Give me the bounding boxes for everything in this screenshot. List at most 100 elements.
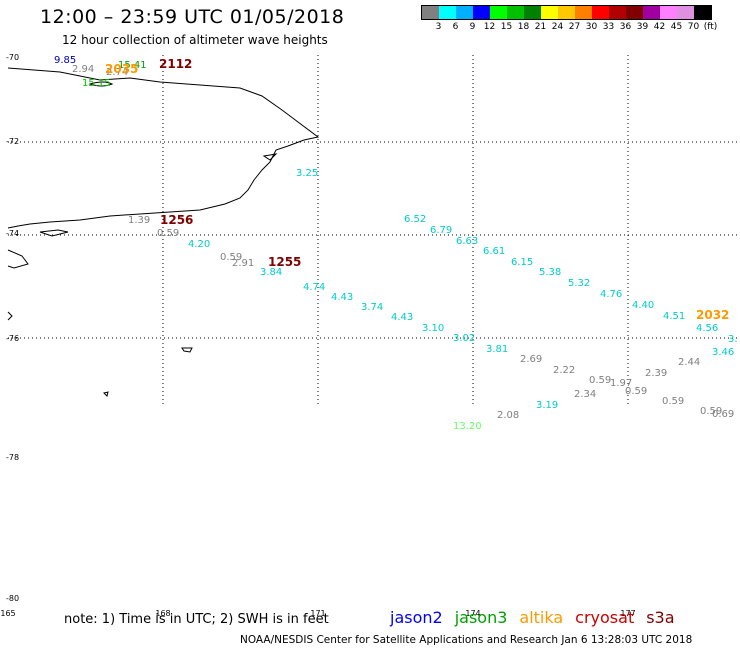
legend-swatch	[541, 6, 558, 19]
graticule	[8, 55, 740, 405]
swh-label: 0.59	[662, 396, 684, 407]
swh-label: 2.39	[645, 368, 667, 379]
swh-label: 2.74	[106, 67, 128, 78]
swh-label: 6.61	[483, 246, 505, 257]
legend-label: 6	[452, 22, 459, 32]
swh-label: 4.51	[663, 311, 685, 322]
legend-swatch	[626, 6, 643, 19]
swh-label: 4.43	[331, 292, 353, 303]
legend-label: 27	[568, 22, 581, 32]
legend-swatch	[694, 6, 711, 19]
swh-label: 2.91	[232, 258, 254, 269]
swh-label: 13.20	[453, 421, 482, 432]
time-label: 1256	[160, 213, 193, 227]
swh-label: 2.94	[72, 64, 94, 75]
swh-label: 3.84	[260, 267, 282, 278]
swh-label: 0.59	[220, 252, 242, 263]
swh-label: 3.02	[453, 333, 475, 344]
legend-swatch	[660, 6, 677, 19]
swh-label: 1.39	[128, 215, 150, 226]
swh-label: 2.69	[520, 354, 542, 365]
swh-label: 0.69	[712, 409, 734, 420]
legend-label: 70	[687, 22, 700, 32]
swh-label: 4.40	[632, 300, 654, 311]
satellite-jason3: jason3	[454, 608, 508, 627]
legend-swatch	[507, 6, 524, 19]
legend-swatch	[575, 6, 592, 19]
swh-label: 4.43	[391, 312, 413, 323]
legend-swatches	[421, 5, 712, 20]
satellite-jason2: jason2	[390, 608, 443, 627]
swh-label: 4.56	[696, 323, 718, 334]
time-label: 2032	[696, 308, 729, 322]
coastline	[7, 67, 320, 397]
swh-label: 3.81	[486, 344, 508, 355]
swh-label: 0.59	[700, 406, 722, 417]
lon-label: 171	[310, 609, 325, 618]
legend-label: 33	[602, 22, 615, 32]
lat-label: -76	[6, 334, 19, 343]
swh-label: 9.85	[54, 55, 76, 66]
legend-swatch	[677, 6, 694, 19]
legend-label: (ft)	[703, 22, 718, 32]
legend-swatch	[592, 6, 609, 19]
legend-label: 30	[585, 22, 598, 32]
page-subtitle: 12 hour collection of altimeter wave hei…	[62, 33, 328, 47]
satellite-s3a: s3a	[646, 608, 675, 627]
swh-label: 3.74	[361, 302, 383, 313]
lat-label: -70	[6, 53, 19, 62]
swh-label: 6.52	[404, 214, 426, 225]
lon-label: 165	[0, 609, 15, 618]
legend-swatch	[456, 6, 473, 19]
legend-swatch	[524, 6, 541, 19]
legend-swatch	[643, 6, 660, 19]
swh-label: 0.59	[589, 375, 611, 386]
legend-swatch	[609, 6, 626, 19]
legend-label: 42	[653, 22, 666, 32]
lat-label: -78	[6, 453, 19, 462]
swh-label: 6.79	[430, 225, 452, 236]
legend-label: 36	[619, 22, 632, 32]
page-title: 12:00 – 23:59 UTC 01/05/2018	[40, 6, 345, 28]
swh-label: 3.10	[422, 323, 444, 334]
swh-label: 3.19	[536, 400, 558, 411]
time-label: 2035	[105, 62, 138, 76]
swh-label: 4.20	[188, 239, 210, 250]
swh-label: 0.59	[625, 386, 647, 397]
swh-label: 5.38	[539, 267, 561, 278]
time-label: 1255	[268, 255, 301, 269]
swh-label: 2.44	[678, 357, 700, 368]
legend-labels: 3 6 9 12 15 18 21 24 27 30 33 36 39 42 45 70 (ft)	[421, 20, 718, 32]
swh-label: 0.59	[157, 228, 179, 239]
legend-label: 24	[551, 22, 564, 32]
latitude-labels: -70 -72 -74 -76 -78 -80	[6, 53, 19, 603]
legend-swatch	[422, 6, 439, 19]
legend-swatch	[558, 6, 575, 19]
swh-label: 2.08	[497, 410, 519, 421]
swh-label: 3.25	[296, 168, 318, 179]
lat-label: -72	[6, 137, 19, 146]
swh-label: 4.76	[600, 289, 622, 300]
swh-label: 4.74	[303, 282, 325, 293]
swh-label: 15.41	[118, 60, 147, 71]
legend-label: 39	[636, 22, 649, 32]
longitude-labels: 165 168 171 174 177	[0, 609, 635, 618]
legend-label: 15	[500, 22, 513, 32]
legend-label: 21	[534, 22, 547, 32]
legend-swatch	[490, 6, 507, 19]
color-legend: 3 6 9 12 15 18 21 24 27 30 33 36 39 42 45 70 (ft)	[421, 5, 718, 32]
swh-label: 6.63	[456, 236, 478, 247]
swh-label: 5.32	[568, 278, 590, 289]
legend-swatch	[439, 6, 456, 19]
swh-label: 3.	[728, 334, 738, 345]
satellite-altika: altika	[519, 608, 564, 627]
swh-label: 15.15	[82, 78, 111, 89]
legend-label: 9	[469, 22, 476, 32]
swh-label: 2.22	[553, 365, 575, 376]
legend-label: 45	[670, 22, 683, 32]
legend-swatch	[473, 6, 490, 19]
footer-note: note: 1) Time is in UTC; 2) SWH is in fe…	[64, 612, 329, 627]
lon-label: 177	[620, 609, 635, 618]
satellite-cryosat: cryosat	[575, 608, 635, 627]
